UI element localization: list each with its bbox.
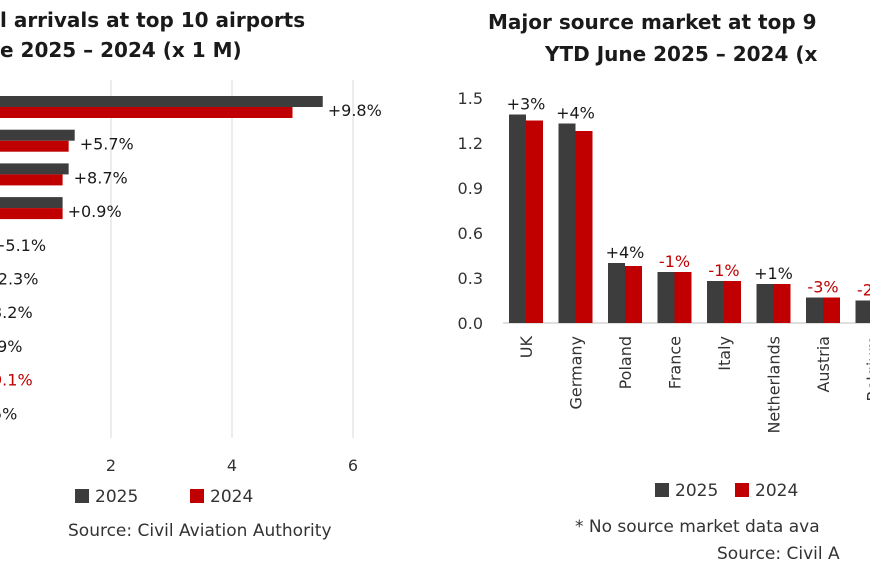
right-bar-2025 (707, 281, 724, 323)
left-bar-labels: +9.8% +5.7% +8.7% +0.9% +5.1% -2.3% 3.2% .9% 9.1… (0, 101, 382, 423)
right-legend-swatch-2025 (655, 483, 669, 497)
right-category-label: Italy (715, 336, 734, 371)
right-footnote: * No source market data ava (575, 517, 820, 537)
left-bar-2025 (0, 197, 63, 209)
left-legend-swatch-2024 (190, 489, 204, 503)
right-bar-2024 (823, 297, 840, 323)
right-bar-label: -2% (857, 281, 870, 300)
left-chart-title-line-2: e 2025 – 2024 (x 1 M) (0, 38, 242, 62)
left-x-tick-label: 2 (106, 456, 116, 475)
left-bar-2025 (0, 163, 69, 175)
right-y-tick-label: 0.3 (458, 269, 483, 288)
right-bar-2025 (558, 123, 576, 323)
right-bar-label: -3% (807, 278, 838, 297)
right-bar-label: +4% (556, 104, 595, 123)
left-bar-label: .9% (0, 337, 22, 356)
left-bar-label: -2.3% (0, 270, 38, 289)
right-category-label: Poland (616, 336, 635, 389)
right-bar-label: +1% (754, 264, 793, 283)
right-source: Source: Civil A (717, 544, 840, 564)
right-category-label: Germany (567, 336, 586, 410)
left-grid (110, 80, 354, 438)
right-legend-swatch-2024 (735, 483, 749, 497)
right-bar-2025 (608, 263, 625, 323)
left-bar-label: +9.8% (328, 101, 382, 120)
right-category-label: Belgium (864, 336, 870, 402)
right-bar-2024 (526, 120, 543, 323)
left-x-tick-label: 6 (348, 456, 358, 475)
right-bar-2025 (806, 297, 823, 323)
right-y-tick-label: 0.0 (458, 314, 483, 333)
left-bar-label: +0.9% (68, 202, 122, 221)
right-y-tick-label: 0.6 (458, 224, 483, 243)
right-bar-2024 (625, 266, 642, 323)
right-bar-label: +4% (606, 243, 645, 262)
left-bar-label: 5% (0, 404, 17, 423)
right-chart-title-line-2: YTD June 2025 – 2024 (x (544, 42, 817, 66)
right-y-ticks: 1.5 1.2 0.9 0.6 0.3 0.0 (458, 89, 483, 333)
right-y-tick-label: 0.9 (458, 179, 483, 198)
left-chart-title-line-1: l arrivals at top 10 airports (0, 8, 305, 32)
left-bar-label: 3.2% (0, 303, 33, 322)
right-category-label: France (666, 336, 685, 389)
right-bar-2024 (773, 284, 791, 323)
right-bars (509, 114, 870, 323)
left-bar-label: +8.7% (74, 168, 128, 187)
right-category-label: UK (517, 335, 536, 358)
left-bar-2024 (0, 107, 293, 118)
left-bar-label: +5.1% (0, 236, 46, 255)
left-bar-2024 (0, 140, 69, 152)
right-bar-2025 (657, 272, 675, 323)
right-category-label: Netherlands (765, 336, 784, 434)
left-bar-2025 (0, 129, 75, 141)
right-bar-label: -1% (659, 252, 690, 271)
left-legend-label-2025: 2025 (95, 487, 138, 507)
left-x-ticks: 2 4 6 (106, 456, 358, 475)
right-bar-2025 (509, 114, 526, 323)
right-bar-2024 (575, 131, 593, 323)
right-y-tick-label: 1.2 (458, 134, 483, 153)
right-bar-2024 (674, 272, 692, 323)
right-bar-2025 (855, 300, 870, 323)
left-bars (0, 96, 323, 220)
left-source: Source: Civil Aviation Authority (68, 521, 332, 541)
left-bar-label: 9.1% (0, 371, 33, 390)
left-chart: l arrivals at top 10 airports e 2025 – 2… (0, 8, 382, 541)
right-bar-2024 (724, 281, 741, 323)
right-bar-label: -1% (708, 261, 739, 280)
left-bar-2025 (0, 96, 323, 107)
right-chart: Major source market at top 9 YTD June 20… (458, 10, 870, 564)
left-bar-label: +5.7% (80, 135, 134, 154)
right-chart-title-line-1: Major source market at top 9 (488, 10, 817, 34)
right-legend-label-2024: 2024 (755, 481, 798, 501)
left-bar-2024 (0, 174, 63, 186)
left-bar-2024 (0, 208, 63, 220)
right-y-tick-label: 1.5 (458, 89, 483, 108)
right-category-labels: UK Germany Poland France Italy Netherlands Aus… (517, 335, 870, 433)
right-bar-2025 (756, 284, 774, 323)
left-x-tick-label: 4 (227, 456, 237, 475)
right-category-label: Austria (814, 336, 833, 393)
right-bar-labels: +3% +4% +4% -1% -1% +1% -3% -2% (507, 95, 870, 300)
right-bar-label: +3% (507, 95, 546, 114)
left-legend-swatch-2025 (75, 489, 89, 503)
right-legend-label-2025: 2025 (675, 481, 718, 501)
left-legend-label-2024: 2024 (210, 487, 253, 507)
